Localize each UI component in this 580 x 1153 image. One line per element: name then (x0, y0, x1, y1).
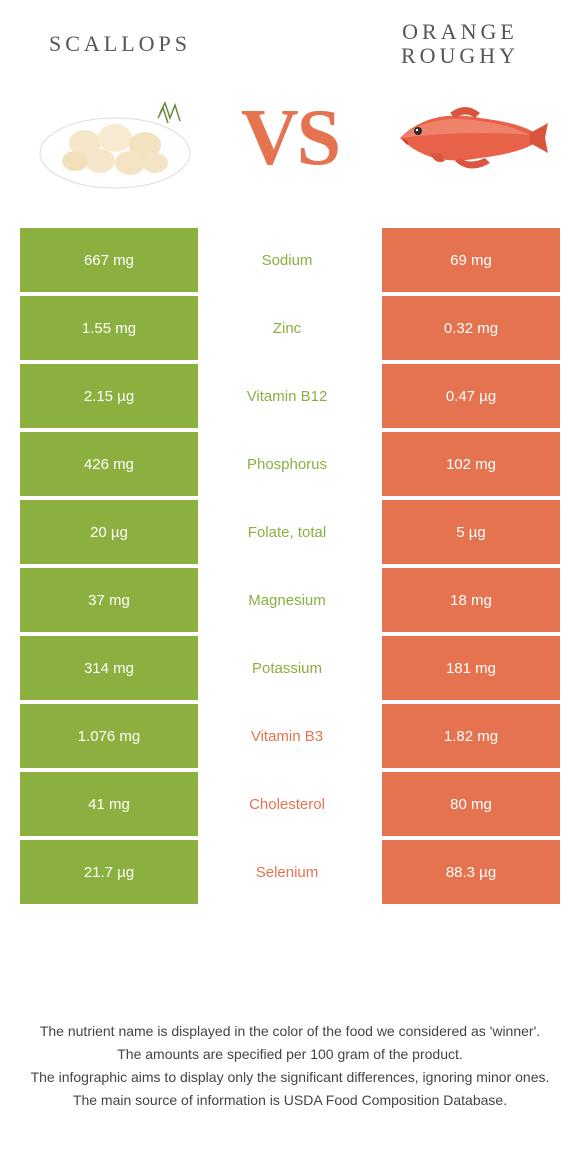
left-value: 21.7 µg (20, 840, 198, 904)
right-value: 1.82 mg (382, 704, 560, 768)
left-value: 426 mg (20, 432, 198, 496)
nutrient-name: Sodium (198, 228, 376, 292)
right-value: 102 mg (382, 432, 560, 496)
right-value: 80 mg (382, 772, 560, 836)
nutrient-name: Vitamin B12 (198, 364, 376, 428)
left-value: 314 mg (20, 636, 198, 700)
left-value: 20 µg (20, 500, 198, 564)
footer-line-4: The main source of information is USDA F… (20, 1090, 560, 1111)
footer-line-3: The infographic aims to display only the… (20, 1067, 560, 1088)
right-value: 0.47 µg (382, 364, 560, 428)
nutrient-name: Selenium (198, 840, 376, 904)
left-value: 2.15 µg (20, 364, 198, 428)
nutrient-row: 1.55 mgZinc0.32 mg (20, 296, 560, 360)
left-value: 1.55 mg (20, 296, 198, 360)
vs-label: VS (241, 93, 339, 184)
nutrient-row: 41 mgCholesterol80 mg (20, 772, 560, 836)
nutrient-name: Folate, total (198, 500, 376, 564)
left-value: 37 mg (20, 568, 198, 632)
footer-line-1: The nutrient name is displayed in the co… (20, 1021, 560, 1042)
header: SCALLOPS ORANGE ROUGHY (0, 0, 580, 78)
footer-notes: The nutrient name is displayed in the co… (0, 1021, 580, 1113)
nutrient-row: 1.076 mgVitamin B31.82 mg (20, 704, 560, 768)
nutrient-name: Phosphorus (198, 432, 376, 496)
nutrient-row: 21.7 µgSelenium88.3 µg (20, 840, 560, 904)
right-value: 5 µg (382, 500, 560, 564)
footer-line-2: The amounts are specified per 100 gram o… (20, 1044, 560, 1065)
nutrient-table: 667 mgSodium69 mg1.55 mgZinc0.32 mg2.15 … (0, 228, 580, 904)
nutrient-row: 2.15 µgVitamin B120.47 µg (20, 364, 560, 428)
nutrient-name: Potassium (198, 636, 376, 700)
right-value: 18 mg (382, 568, 560, 632)
left-value: 667 mg (20, 228, 198, 292)
left-food-title: SCALLOPS (30, 31, 210, 57)
fish-image (380, 78, 550, 198)
right-food-title: ORANGE ROUGHY (370, 20, 550, 68)
hero-row: VS (0, 78, 580, 228)
nutrient-name: Magnesium (198, 568, 376, 632)
nutrient-row: 314 mgPotassium181 mg (20, 636, 560, 700)
scallops-image (30, 78, 200, 198)
nutrient-row: 37 mgMagnesium18 mg (20, 568, 560, 632)
nutrient-row: 20 µgFolate, total5 µg (20, 500, 560, 564)
left-value: 41 mg (20, 772, 198, 836)
right-value: 0.32 mg (382, 296, 560, 360)
nutrient-name: Cholesterol (198, 772, 376, 836)
right-value: 181 mg (382, 636, 560, 700)
nutrient-row: 667 mgSodium69 mg (20, 228, 560, 292)
nutrient-name: Zinc (198, 296, 376, 360)
left-value: 1.076 mg (20, 704, 198, 768)
right-value: 69 mg (382, 228, 560, 292)
nutrient-row: 426 mgPhosphorus102 mg (20, 432, 560, 496)
right-value: 88.3 µg (382, 840, 560, 904)
nutrient-name: Vitamin B3 (198, 704, 376, 768)
